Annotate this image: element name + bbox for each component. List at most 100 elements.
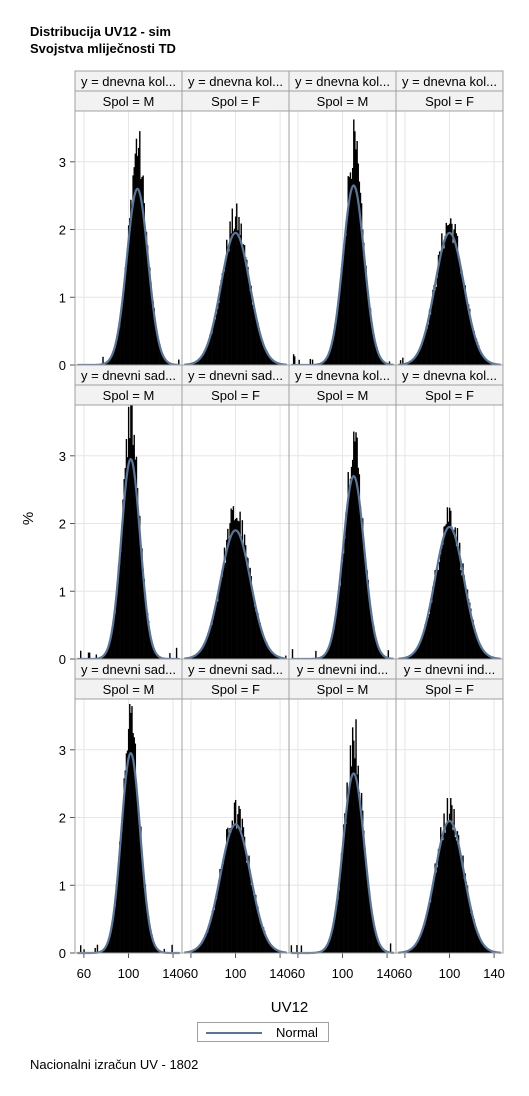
- y-tick-label: 0: [59, 946, 66, 961]
- histogram-bar: [213, 320, 216, 365]
- histogram-bar: [346, 508, 348, 659]
- histogram-bar: [246, 862, 248, 953]
- histogram-bar: [148, 264, 150, 365]
- histogram-bar: [267, 352, 269, 365]
- histogram-bar: [486, 360, 489, 365]
- histogram-bar: [211, 624, 213, 659]
- histogram-bar: [219, 285, 221, 365]
- histogram-bar: [466, 885, 469, 953]
- histogram-bar: [142, 871, 144, 953]
- histogram-bar: [250, 884, 252, 953]
- histogram-bar: [380, 358, 383, 365]
- histogram-bar: [344, 813, 346, 953]
- histogram-bar: [142, 568, 144, 659]
- histogram-bar: [205, 347, 208, 365]
- histogram-bar: [364, 269, 366, 365]
- histogram-bar: [149, 925, 151, 953]
- histogram-bar: [260, 922, 262, 953]
- histogram-bar: [414, 651, 416, 659]
- histogram-bar: [483, 357, 485, 365]
- histogram-bar: [427, 324, 430, 365]
- histogram-bar: [423, 925, 425, 953]
- histogram-bar: [236, 828, 238, 953]
- histogram-bar: [469, 902, 471, 953]
- histogram-bar: [145, 903, 148, 953]
- histogram-bar: [207, 344, 209, 365]
- histogram-bar: [443, 526, 445, 659]
- histogram-bar: [489, 362, 491, 365]
- histogram-bar: [115, 342, 118, 365]
- histogram-bar: [127, 406, 130, 659]
- histogram-bar: [234, 216, 237, 365]
- histogram-bar: [421, 636, 423, 659]
- histogram-bar: [463, 575, 465, 659]
- histogram-bar: [489, 656, 491, 659]
- histogram-bar: [259, 332, 261, 365]
- histogram-bar: [379, 651, 382, 659]
- histogram-bar: [135, 456, 138, 659]
- histogram-bar: [359, 192, 362, 365]
- histogram-bar: [471, 325, 473, 365]
- histogram-bar: [355, 432, 357, 659]
- histogram-bar: [210, 622, 212, 659]
- histogram-bar: [250, 285, 252, 365]
- normal-curve: [398, 231, 501, 366]
- histogram-bar: [226, 829, 228, 953]
- histogram-bar: [161, 352, 163, 365]
- histogram-bar: [373, 924, 375, 953]
- histogram-bar: [114, 906, 116, 953]
- histogram-bar: [134, 153, 137, 365]
- histogram-bar: [139, 826, 141, 953]
- histogram-bar: [202, 353, 205, 365]
- x-tick-label: 60: [184, 966, 198, 981]
- histogram-bar: [374, 342, 376, 365]
- panel-y-label: y = dnevni sad...: [81, 662, 176, 677]
- histogram-bar: [456, 831, 459, 953]
- histogram-bar: [481, 649, 483, 659]
- histogram-bar: [445, 222, 448, 365]
- histogram-bar: [107, 647, 110, 659]
- histogram-bar: [463, 878, 465, 953]
- histogram-bar: [474, 629, 476, 659]
- histogram-bar: [453, 530, 455, 659]
- histogram-bar: [231, 820, 234, 953]
- histogram-bar: [192, 950, 195, 953]
- histogram-bar: [152, 647, 154, 659]
- histogram-bar: [212, 618, 215, 659]
- histogram-bar: [377, 646, 380, 659]
- histogram-bar: [223, 547, 226, 659]
- histogram-bar: [202, 646, 205, 659]
- histogram-bar: [441, 838, 443, 953]
- x-tick-label: 140: [483, 966, 505, 981]
- histogram-bar: [351, 167, 354, 365]
- histogram-bar: [324, 948, 326, 953]
- histogram-bar: [102, 656, 104, 659]
- histogram-bar: [453, 808, 455, 953]
- histogram-bar: [238, 521, 240, 659]
- histogram-bar: [424, 924, 426, 953]
- histogram-bar: [144, 238, 147, 365]
- histogram-bar: [477, 641, 480, 659]
- histogram-bar: [432, 289, 434, 365]
- normal-curve: [398, 819, 501, 954]
- histogram-bar: [123, 778, 125, 953]
- histogram-bar: [444, 525, 446, 659]
- histogram-bar: [329, 939, 332, 953]
- histogram-bar: [365, 862, 367, 953]
- histogram-bar: [340, 853, 343, 953]
- histogram-bar: [475, 633, 478, 659]
- histogram-bar: [480, 351, 482, 365]
- histogram-bar: [255, 314, 257, 365]
- histogram-bar: [380, 652, 383, 659]
- histogram-bar: [111, 925, 113, 953]
- histogram-bar: [339, 283, 342, 365]
- normal-curve: [184, 231, 287, 366]
- histogram-bar: [436, 567, 439, 659]
- histogram-bar: [432, 888, 434, 953]
- histogram-bar: [443, 248, 445, 365]
- histogram-bar: [120, 835, 122, 953]
- histogram-bar: [275, 655, 277, 659]
- histogram-bar: [484, 359, 487, 365]
- histogram-bar: [473, 331, 475, 365]
